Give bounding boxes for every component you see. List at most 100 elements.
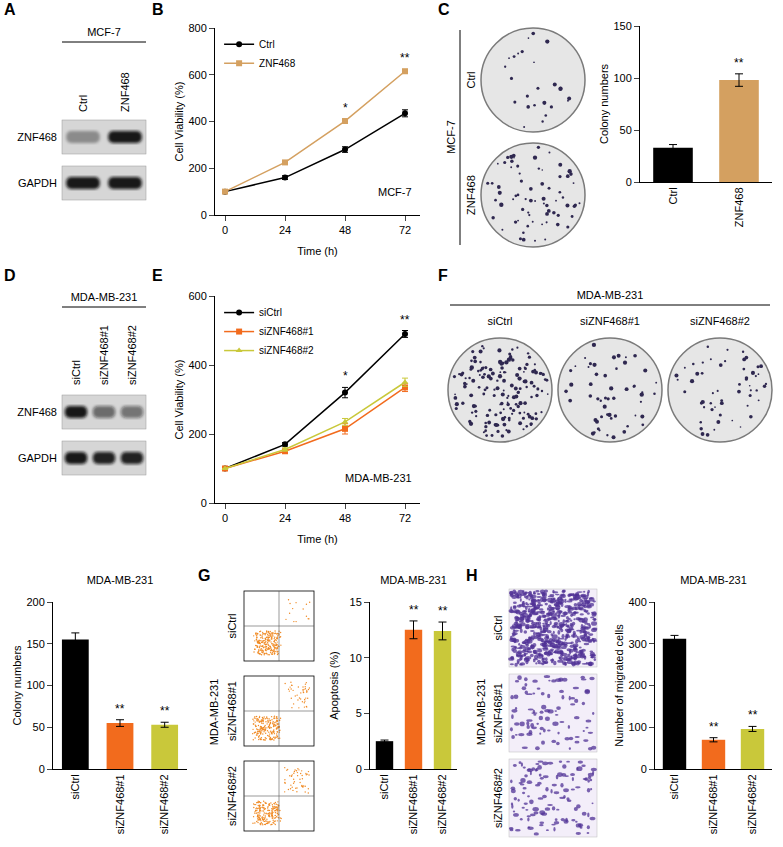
svg-text:**: ** (115, 702, 125, 716)
svg-text:ZNF468: ZNF468 (259, 58, 296, 69)
svg-text:50: 50 (620, 124, 632, 136)
svg-text:siZNF468#1: siZNF468#1 (580, 315, 640, 327)
svg-text:siCtrl: siCtrl (69, 774, 81, 799)
svg-text:siZNF468#2: siZNF468#2 (746, 774, 758, 834)
svg-text:200: 200 (26, 596, 44, 608)
svg-text:siCtrl: siCtrl (378, 774, 390, 799)
svg-text:ZNF468: ZNF468 (733, 187, 745, 227)
svg-text:MDA-MB-231: MDA-MB-231 (475, 679, 487, 746)
svg-text:siCtrl: siCtrl (226, 613, 238, 638)
svg-text:24: 24 (279, 512, 291, 524)
svg-text:**: ** (160, 704, 170, 718)
svg-text:100: 100 (628, 721, 646, 733)
svg-text:**: ** (400, 51, 410, 65)
svg-text:siZNF468#1: siZNF468#1 (226, 681, 238, 741)
svg-text:**: ** (409, 603, 419, 617)
svg-text:Time (h): Time (h) (297, 533, 338, 545)
svg-text:48: 48 (339, 224, 351, 236)
svg-text:ZNF468: ZNF468 (17, 131, 57, 143)
svg-text:Ctrl: Ctrl (259, 39, 275, 50)
svg-text:Ctrl: Ctrl (667, 187, 679, 204)
svg-text:100: 100 (26, 679, 44, 691)
svg-text:Colony numbers: Colony numbers (11, 645, 23, 726)
svg-text:600: 600 (188, 69, 206, 81)
svg-text:72: 72 (399, 224, 411, 236)
svg-text:150: 150 (613, 20, 631, 32)
svg-text:Ctrl: Ctrl (465, 71, 477, 88)
svg-text:Ctrl: Ctrl (77, 95, 89, 112)
svg-text:100: 100 (613, 72, 631, 84)
svg-text:24: 24 (279, 224, 291, 236)
svg-text:Time (h): Time (h) (297, 245, 338, 257)
svg-text:0: 0 (39, 763, 45, 775)
svg-text:siZNF468#1: siZNF468#1 (707, 774, 719, 834)
svg-text:MDA-MB-231: MDA-MB-231 (345, 472, 412, 484)
svg-text:15: 15 (350, 596, 362, 608)
svg-text:siZNF468#2: siZNF468#2 (690, 315, 750, 327)
svg-text:Colony numbers: Colony numbers (598, 63, 610, 144)
svg-text:siZNF468#2: siZNF468#2 (259, 345, 314, 356)
svg-text:Cell Viability (%): Cell Viability (%) (173, 82, 185, 162)
svg-text:siZNF468#1: siZNF468#1 (407, 774, 419, 834)
svg-text:*: * (343, 369, 348, 383)
svg-text:0: 0 (201, 209, 207, 221)
svg-text:siCtrl: siCtrl (492, 615, 504, 640)
svg-text:400: 400 (188, 115, 206, 127)
svg-text:0: 0 (201, 497, 207, 509)
svg-text:300: 300 (628, 638, 646, 650)
svg-text:**: ** (438, 604, 448, 618)
svg-text:600: 600 (188, 290, 206, 302)
svg-text:0: 0 (222, 224, 228, 236)
svg-text:Number of migrated cells: Number of migrated cells (613, 624, 625, 747)
svg-text:0: 0 (222, 512, 228, 524)
svg-text:150: 150 (26, 638, 44, 650)
svg-text:50: 50 (33, 721, 45, 733)
svg-text:MDA-MB-231: MDA-MB-231 (577, 289, 644, 301)
svg-text:5: 5 (356, 707, 362, 719)
svg-text:GAPDH: GAPDH (18, 177, 57, 189)
svg-text:siZNF468#1: siZNF468#1 (259, 326, 314, 337)
svg-text:siCtrl: siCtrl (259, 307, 282, 318)
svg-text:siZNF468#1: siZNF468#1 (98, 325, 110, 385)
svg-text:siZNF468#2: siZNF468#2 (492, 768, 504, 828)
svg-text:**: ** (709, 720, 719, 734)
svg-text:MDA-MB-231: MDA-MB-231 (71, 291, 138, 303)
svg-text:MCF-7: MCF-7 (445, 120, 457, 154)
svg-text:ZNF468: ZNF468 (17, 406, 57, 418)
svg-text:*: * (343, 101, 348, 115)
svg-text:**: ** (400, 313, 410, 327)
svg-text:10: 10 (350, 652, 362, 664)
svg-text:0: 0 (641, 763, 647, 775)
svg-text:siZNF468#1: siZNF468#1 (114, 774, 126, 834)
svg-text:200: 200 (188, 162, 206, 174)
svg-text:72: 72 (399, 512, 411, 524)
svg-text:MCF-7: MCF-7 (87, 26, 121, 38)
svg-text:800: 800 (188, 22, 206, 34)
svg-text:48: 48 (339, 512, 351, 524)
svg-text:400: 400 (628, 596, 646, 608)
svg-text:**: ** (734, 56, 744, 70)
svg-text:MDA-MB-231: MDA-MB-231 (208, 679, 220, 746)
svg-text:siCtrl: siCtrl (70, 360, 82, 385)
svg-text:400: 400 (188, 359, 206, 371)
svg-text:0: 0 (356, 763, 362, 775)
svg-text:MDA-MB-231: MDA-MB-231 (380, 574, 447, 586)
svg-text:ZNF468: ZNF468 (465, 175, 477, 215)
svg-text:siZNF468#2: siZNF468#2 (158, 774, 170, 834)
svg-text:**: ** (748, 708, 758, 722)
svg-text:Cell Viability (%): Cell Viability (%) (173, 360, 185, 440)
svg-text:siZNF468#2: siZNF468#2 (126, 325, 138, 385)
svg-text:ZNF468: ZNF468 (119, 72, 131, 112)
svg-text:siZNF468#1: siZNF468#1 (492, 683, 504, 743)
svg-text:MCF-7: MCF-7 (378, 186, 412, 198)
svg-text:Apoptosis (%): Apoptosis (%) (328, 651, 340, 719)
svg-text:siCtrl: siCtrl (487, 315, 512, 327)
svg-text:siZNF468#2: siZNF468#2 (436, 774, 448, 834)
svg-text:0: 0 (626, 176, 632, 188)
svg-text:200: 200 (188, 428, 206, 440)
svg-text:200: 200 (628, 679, 646, 691)
svg-text:GAPDH: GAPDH (18, 452, 57, 464)
svg-text:siZNF468#2: siZNF468#2 (226, 766, 238, 826)
svg-text:MDA-MB-231: MDA-MB-231 (87, 574, 154, 586)
svg-text:MDA-MB-231: MDA-MB-231 (680, 574, 747, 586)
